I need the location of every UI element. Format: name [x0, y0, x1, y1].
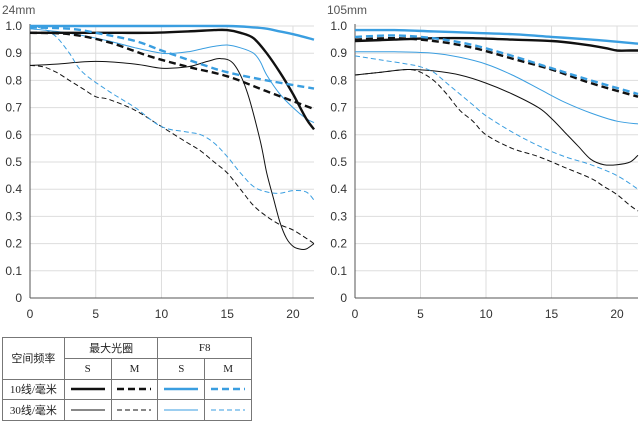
legend-swatch-10-max-s: [63, 378, 112, 401]
legend-swatch-30-max-s: [63, 399, 112, 421]
panel-1-series-10lp-f8-m: [29, 26, 315, 90]
panel-1-series-30lp-f8-m: [29, 25, 315, 201]
panel-2-y-tick-label: 0.3: [330, 209, 347, 223]
panel-2-series-10lp-max-s: [354, 36, 638, 52]
legend-10lp-label: 10线/毫米: [2, 378, 65, 401]
panel-2-x-tick-label: 5: [417, 307, 424, 321]
legend-f8-s-label: S: [157, 357, 206, 380]
panel-1-x-tick-label: 5: [92, 307, 99, 321]
panel-1-x-tick-label: 10: [155, 307, 169, 321]
legend-max-m-label: M: [110, 357, 159, 380]
legend-f8-header: F8: [157, 337, 252, 359]
panel-1-y-tick-label: 0.4: [5, 182, 22, 196]
panel-1-series-30lp-max-m: [29, 64, 315, 245]
mtf-charts: 24mm 0 0.1 0.2 0.3 0.4 0.5 0.6 0.7 0.8 0.9 1.0 0 5 10 1…: [2, 3, 639, 321]
panel-1-y-tick-label: 0.9: [5, 46, 22, 60]
panel-1-y-tick-label: 0.8: [5, 73, 22, 87]
panel-1-x-tick-label: 0: [27, 307, 34, 321]
legend-row-header: 空间频率: [2, 337, 65, 380]
panel-2-y-tick-label: 0: [340, 291, 347, 305]
panel-1-title: 24mm: [2, 3, 35, 17]
panel-2-y-tick-label: 0.8: [330, 73, 347, 87]
panel-2-x-tick-label: 10: [479, 307, 493, 321]
panel-2-y-tick-label: 0.7: [330, 101, 347, 115]
panel-2-y-tick-label: 0.2: [330, 237, 347, 251]
panel-2-series-10lp-f8-s: [354, 28, 639, 45]
legend-swatch-30-max-m: [110, 399, 159, 421]
panel-2-y-tick-label: 0.1: [330, 264, 347, 278]
panel-2-series-10lp-f8-m: [354, 34, 639, 96]
panel-2-x-tick-label: 0: [352, 307, 359, 321]
panel-1-series-30lp-max-s: [29, 58, 315, 251]
legend-30lp-label: 30线/毫米: [2, 399, 65, 421]
panel-1-y-tick-label: 0.7: [5, 101, 22, 115]
panel-2-series-30lp-f8-s: [354, 51, 639, 125]
panel-2-y-tick-label: 0.5: [330, 155, 347, 169]
panel-2-x-tick-label: 20: [610, 307, 624, 321]
panel-1-y-tick-label: 0.1: [5, 264, 22, 278]
panel-1-x-tick-label: 20: [286, 307, 300, 321]
panel-2-y-tick-label: 1.0: [330, 19, 347, 33]
panel-1-series-10lp-f8-s: [29, 24, 315, 41]
legend-swatch-10-f8-s: [157, 378, 206, 401]
panel-2-series-10lp-max-m: [354, 36, 639, 98]
panel-1-series-10lp-max-s: [30, 28, 315, 131]
legend-swatch-10-f8-m: [204, 378, 252, 401]
panel-2-series-30lp-f8-m: [354, 55, 639, 190]
panel-2-series-30lp-max-m: [354, 69, 639, 212]
panel-1-y-tick-label: 0.6: [5, 128, 22, 142]
legend-f8-m-label: M: [204, 357, 252, 380]
panel-2-title: 105mm: [327, 3, 367, 17]
legend-max-aperture-header: 最大光圈: [63, 337, 159, 359]
panel-1-series-10lp-max-m: [29, 31, 315, 111]
panel-1-series-30lp-f8-s: [29, 28, 315, 124]
legend-swatch-30-f8-m: [204, 399, 252, 421]
panel-2-y-tick-label: 0.9: [330, 46, 347, 60]
panel-1-y-tick-label: 0.5: [5, 155, 22, 169]
panel-1-y-tick-label: 0: [15, 291, 22, 305]
panel-1-y-tick-label: 0.2: [5, 237, 22, 251]
panel-2-y-tick-label: 0.6: [330, 128, 347, 142]
legend-swatch-10-max-m: [110, 378, 159, 401]
panel-1-x-tick-label: 15: [221, 307, 235, 321]
legend-table: 空间频率 最大光圈 F8 S M S M 10线/毫米 30线/毫米: [2, 337, 252, 421]
panel-2-x-tick-label: 15: [545, 307, 559, 321]
panel-2-y-tick-label: 0.4: [330, 182, 347, 196]
legend-swatch-30-f8-s: [157, 399, 206, 421]
panel-2-series-30lp-max-s: [354, 68, 639, 166]
legend-max-s-label: S: [63, 357, 112, 380]
panel-1-y-tick-label: 1.0: [5, 19, 22, 33]
panel-1-y-tick-label: 0.3: [5, 209, 22, 223]
